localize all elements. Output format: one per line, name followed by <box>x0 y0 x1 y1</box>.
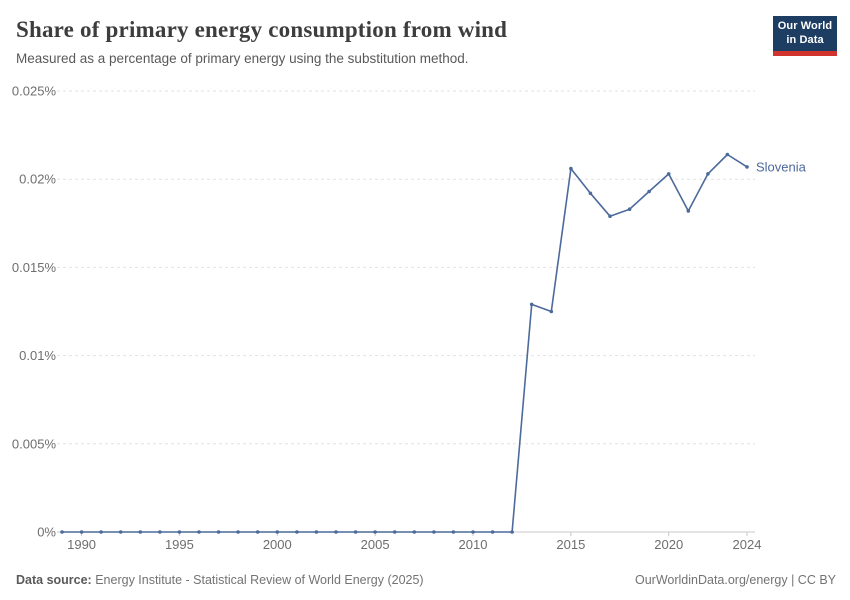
attribution-link[interactable]: OurWorldinData.org/energy | CC BY <box>634 573 836 587</box>
data-point[interactable] <box>99 530 103 534</box>
data-source-label: Data source: <box>16 573 92 587</box>
data-point[interactable] <box>529 302 534 307</box>
y-tick-label: 0.025% <box>12 84 57 99</box>
chart-subtitle: Measured as a percentage of primary ener… <box>16 50 469 66</box>
x-tick-label: 2015 <box>556 537 585 552</box>
owid-logo[interactable]: Our World in Data <box>773 16 837 56</box>
data-point[interactable] <box>490 530 495 534</box>
data-point[interactable] <box>334 530 338 534</box>
chart-title: Share of primary energy consumption from… <box>16 17 508 42</box>
owid-logo-text-line1: Our World <box>777 20 833 32</box>
data-point[interactable] <box>569 166 573 171</box>
data-point[interactable] <box>373 530 377 534</box>
data-source-note: Data source: Energy Institute - Statisti… <box>16 573 424 587</box>
data-point[interactable] <box>138 530 143 534</box>
data-point[interactable] <box>177 530 182 534</box>
data-point[interactable] <box>158 530 162 534</box>
data-point[interactable] <box>255 530 260 534</box>
y-tick-label: 0.015% <box>12 260 57 275</box>
data-point[interactable] <box>353 530 358 534</box>
x-tick-label: 1990 <box>67 537 96 552</box>
data-point[interactable] <box>314 530 319 534</box>
chart-footer: Data source: Energy Institute - Statisti… <box>16 573 836 587</box>
data-point[interactable] <box>295 530 299 534</box>
data-point[interactable] <box>118 530 123 534</box>
x-tick-label: 1995 <box>165 537 194 552</box>
data-point[interactable] <box>392 530 397 534</box>
data-point[interactable] <box>216 530 221 534</box>
data-point[interactable] <box>686 209 691 213</box>
x-tick-label: 2005 <box>361 537 390 552</box>
data-point[interactable] <box>647 189 651 194</box>
data-point[interactable] <box>745 165 749 169</box>
data-point[interactable] <box>236 530 240 534</box>
data-point[interactable] <box>725 152 730 157</box>
entity-label-slovenia[interactable]: Slovenia <box>756 159 807 174</box>
data-point[interactable] <box>471 530 475 534</box>
y-tick-label: 0% <box>37 525 56 540</box>
y-tick-label: 0.01% <box>19 348 56 363</box>
data-point[interactable] <box>60 530 64 534</box>
series-line-slovenia[interactable] <box>61 153 748 533</box>
data-point[interactable] <box>451 530 456 534</box>
chart-header: Share of primary energy consumption from… <box>0 0 850 66</box>
x-tick-label: 2010 <box>459 537 488 552</box>
data-point[interactable] <box>666 172 671 176</box>
data-point[interactable] <box>588 191 593 196</box>
data-point[interactable] <box>432 530 436 534</box>
y-tick-label: 0.02% <box>19 172 56 187</box>
data-point[interactable] <box>510 530 514 534</box>
data-source-text: Energy Institute - Statistical Review of… <box>91 573 424 587</box>
x-tick-label: 2020 <box>654 537 683 552</box>
data-point[interactable] <box>549 309 554 314</box>
x-tick-label: 2024 <box>733 537 762 552</box>
data-point[interactable] <box>79 530 84 534</box>
owid-logo-text-line2: in Data <box>786 33 824 46</box>
data-point[interactable] <box>412 530 417 534</box>
data-point[interactable] <box>275 530 280 534</box>
y-tick-label: 0.005% <box>12 436 57 451</box>
data-point[interactable] <box>608 214 612 218</box>
data-point[interactable] <box>197 530 201 534</box>
data-point[interactable] <box>627 207 632 211</box>
data-point[interactable] <box>706 172 710 176</box>
x-tick-label: 2000 <box>263 537 292 552</box>
